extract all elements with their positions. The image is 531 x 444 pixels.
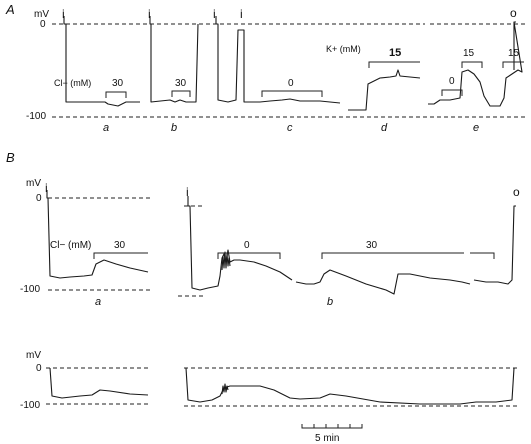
trace-a-e (428, 21, 523, 107)
a-ylabel: mV (34, 9, 49, 20)
b-zero-label: 0 (36, 193, 42, 204)
a-e-o-marker: o (510, 6, 517, 20)
a-e-cond-label-1: 15 (463, 48, 475, 59)
b-a-ion-label: Cl− (mM) (50, 240, 91, 251)
trace-b-b (187, 196, 293, 291)
b-b-cond-bar-1b (470, 252, 495, 259)
panel-label-a: A (5, 2, 15, 17)
a-a-cond-label: 30 (112, 78, 124, 89)
a-e-cond-bar-2 (502, 61, 524, 68)
trace-b-b-2 (295, 269, 471, 295)
b-b-cond-bar-1a (321, 252, 464, 259)
a-zero-label: 0 (40, 19, 46, 30)
c-ylabel: mV (26, 350, 41, 361)
a-a-cond-bar (105, 91, 127, 98)
b-minus100-label: -100 (20, 284, 40, 295)
a-d-sublabel: d (381, 122, 388, 134)
trace-b-b-wiggle (221, 251, 231, 271)
a-c-cond-bar (261, 90, 323, 97)
a-d-cond-bar (368, 61, 420, 68)
b-b-sublabel: b (327, 296, 333, 308)
a-b-cond-label: 30 (175, 78, 187, 89)
a-e-cond-label-2: 15 (508, 48, 520, 59)
trace-c-b (185, 367, 515, 405)
b-b-cond-bar-0 (217, 252, 281, 259)
b-a-i-marker: i (45, 181, 48, 195)
b-ylabel: mV (26, 178, 41, 189)
b-a-sublabel: a (95, 296, 101, 308)
trace-b-b-3 (473, 205, 516, 285)
trace-a-d (348, 69, 421, 111)
trace-a-a (63, 16, 140, 107)
b-b-o-marker: o (513, 185, 520, 199)
a-minus100-label: -100 (26, 111, 46, 122)
trace-b-a (46, 190, 149, 279)
trace-c-b-wiggle (221, 383, 229, 395)
a-b-cond-bar (171, 90, 191, 97)
panel-label-b: B (6, 150, 15, 165)
a-c-i-marker-1: i (213, 7, 216, 21)
a-a-ion-label: Cl− (mM) (54, 78, 91, 88)
a-a-sublabel: a (103, 122, 109, 134)
b-b-i-marker: i (186, 185, 189, 199)
trace-a-c (215, 16, 341, 104)
b-a-cond-label: 30 (114, 240, 126, 251)
a-c-i-marker-2: i (240, 7, 243, 21)
a-e-cond-bar-0 (441, 89, 463, 96)
c-minus100-label: -100 (20, 400, 40, 411)
b-b-cond-label-0: 0 (244, 240, 250, 251)
a-c-cond-label: 0 (288, 78, 294, 89)
trace-c-a (49, 367, 149, 399)
a-b-i-marker: i (148, 7, 151, 21)
a-d-ion-label: K+ (mM) (326, 44, 361, 54)
time-scale-bar (301, 424, 363, 429)
time-scale-label: 5 min (315, 433, 339, 444)
a-d-cond-label: 15 (389, 47, 401, 59)
a-a-i-marker: i (62, 7, 65, 21)
a-e-cond-label-0: 0 (449, 76, 455, 87)
a-e-cond-bar-1 (461, 61, 483, 68)
a-c-sublabel: c (287, 122, 293, 134)
b-a-cond-bar (93, 252, 148, 259)
a-e-sublabel: e (473, 122, 479, 134)
c-zero-label: 0 (36, 363, 42, 374)
a-b-sublabel: b (171, 122, 177, 134)
trace-a-b (149, 16, 199, 103)
b-b-cond-label-1: 30 (366, 240, 378, 251)
